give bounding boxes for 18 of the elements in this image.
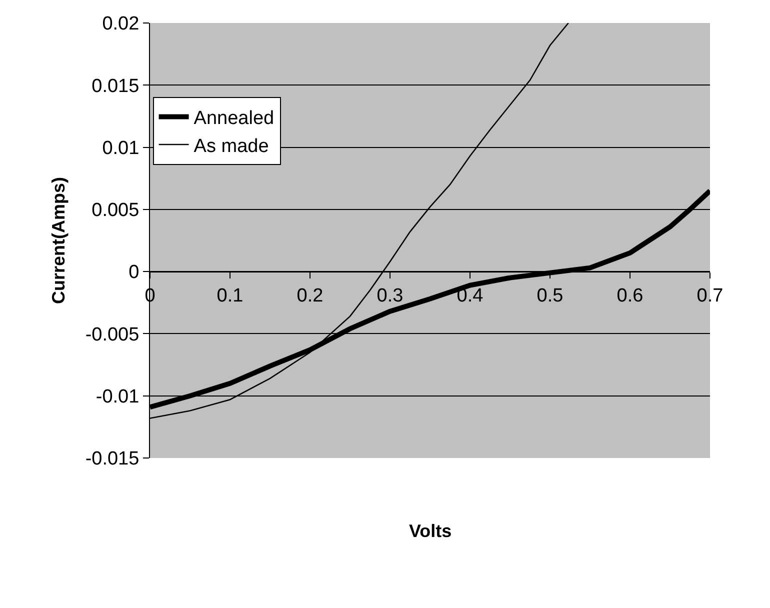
x-tick-label: 0.5	[536, 285, 564, 306]
y-tick-label: 0.005	[92, 200, 140, 222]
x-tick-label: 0.1	[216, 285, 244, 306]
y-tick-label: -0.01	[96, 386, 140, 408]
y-tick-label: 0.02	[102, 14, 140, 35]
x-tick-label: 0.2	[296, 285, 324, 306]
x-tick-label: 0.3	[376, 285, 404, 306]
x-tick-label: 0.7	[696, 285, 724, 306]
x-axis-title: Volts	[409, 521, 452, 541]
legend-label: As made	[194, 136, 269, 157]
legend-label: Annealed	[194, 108, 274, 130]
y-axis-title: Current(Amps)	[48, 176, 69, 304]
x-tick-label: 0.6	[616, 285, 644, 306]
y-tick-label: 0.015	[92, 76, 140, 97]
y-tick-label: -0.005	[85, 324, 140, 346]
y-tick-label: 0.01	[102, 138, 140, 159]
y-tick-label: 0	[128, 262, 140, 284]
y-tick-label: -0.015	[85, 448, 140, 470]
